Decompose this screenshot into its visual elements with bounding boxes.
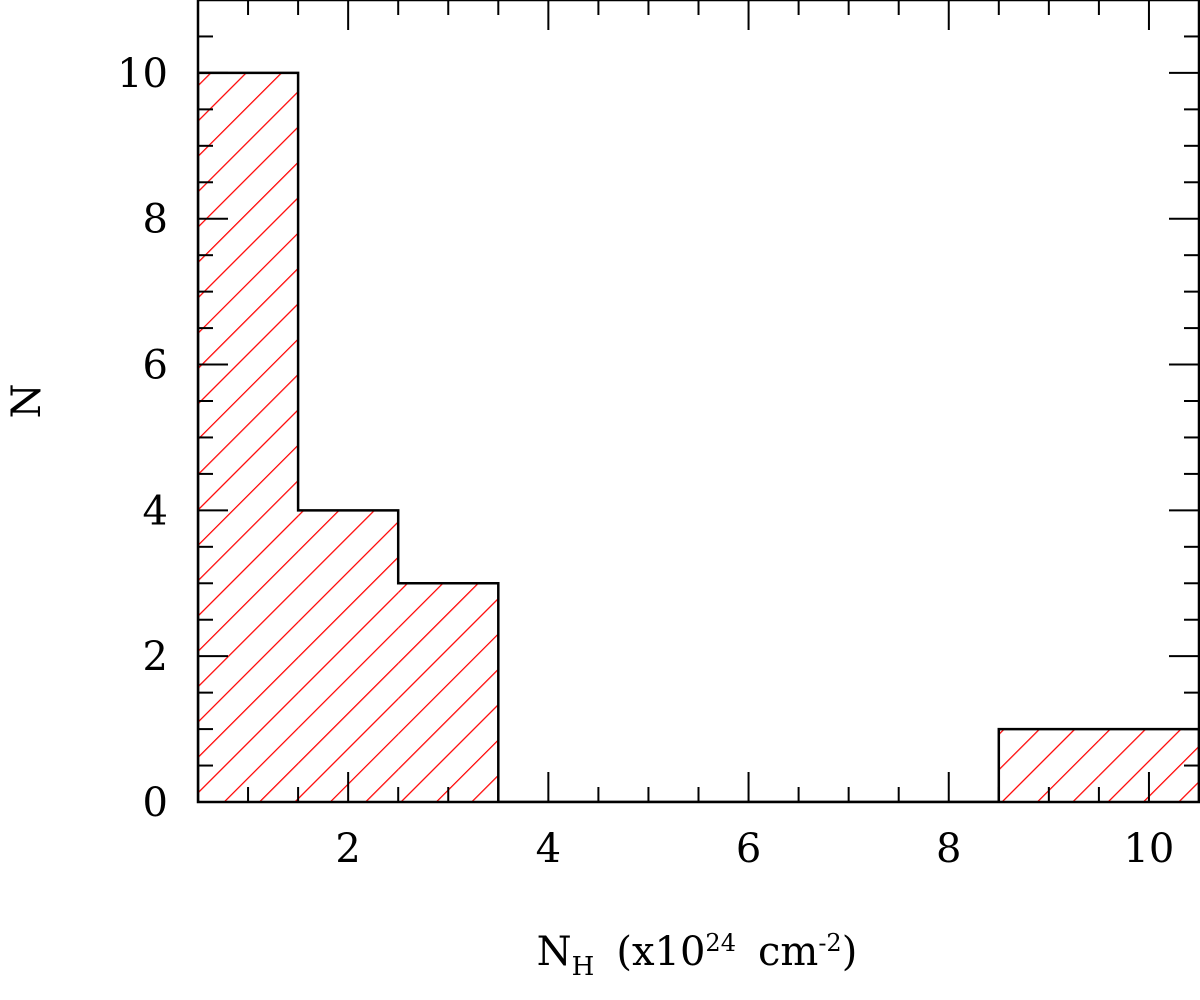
histogram-bars: [198, 72, 1199, 802]
x-tick-label: 6: [736, 826, 761, 872]
histogram-bar-1: [298, 510, 399, 802]
x-tick-label: 4: [536, 826, 561, 872]
y-tick-label: 8: [143, 197, 168, 243]
x-axis-label-subscript: H: [572, 952, 595, 982]
x-axis-label-main: N: [537, 929, 572, 975]
x-tick-label: 8: [936, 826, 961, 872]
y-axis-label: N: [4, 384, 50, 419]
y-tick-labels: 0 2 4 6 8 10: [117, 51, 168, 826]
x-tick-labels: 2 4 6 8 10: [335, 826, 1174, 872]
x-axis-label-unit-exponent: -2: [818, 929, 841, 957]
y-tick-label: 4: [143, 488, 168, 534]
x-axis-label-unit: cm: [758, 929, 818, 975]
histogram-outline: [198, 71, 1199, 802]
x-axis-label-superscript: 24: [705, 929, 736, 957]
x-axis-label: NH (x1024 cm-2): [537, 929, 858, 982]
y-tick-label: 0: [143, 780, 168, 826]
histogram-bar-2: [398, 583, 499, 802]
x-tick-label: 2: [335, 826, 360, 872]
histogram-bar-0: [198, 72, 299, 802]
x-axis-label-close: ): [842, 929, 858, 975]
x-tick-label: 10: [1123, 826, 1174, 872]
y-tick-label: 10: [117, 51, 168, 97]
histogram-step-outline: [198, 71, 1199, 802]
y-tick-label: 2: [143, 634, 168, 680]
axis-ticks: [198, 0, 1199, 802]
y-tick-label: 6: [143, 343, 168, 389]
x-axis-label-text: (x10: [616, 929, 705, 975]
